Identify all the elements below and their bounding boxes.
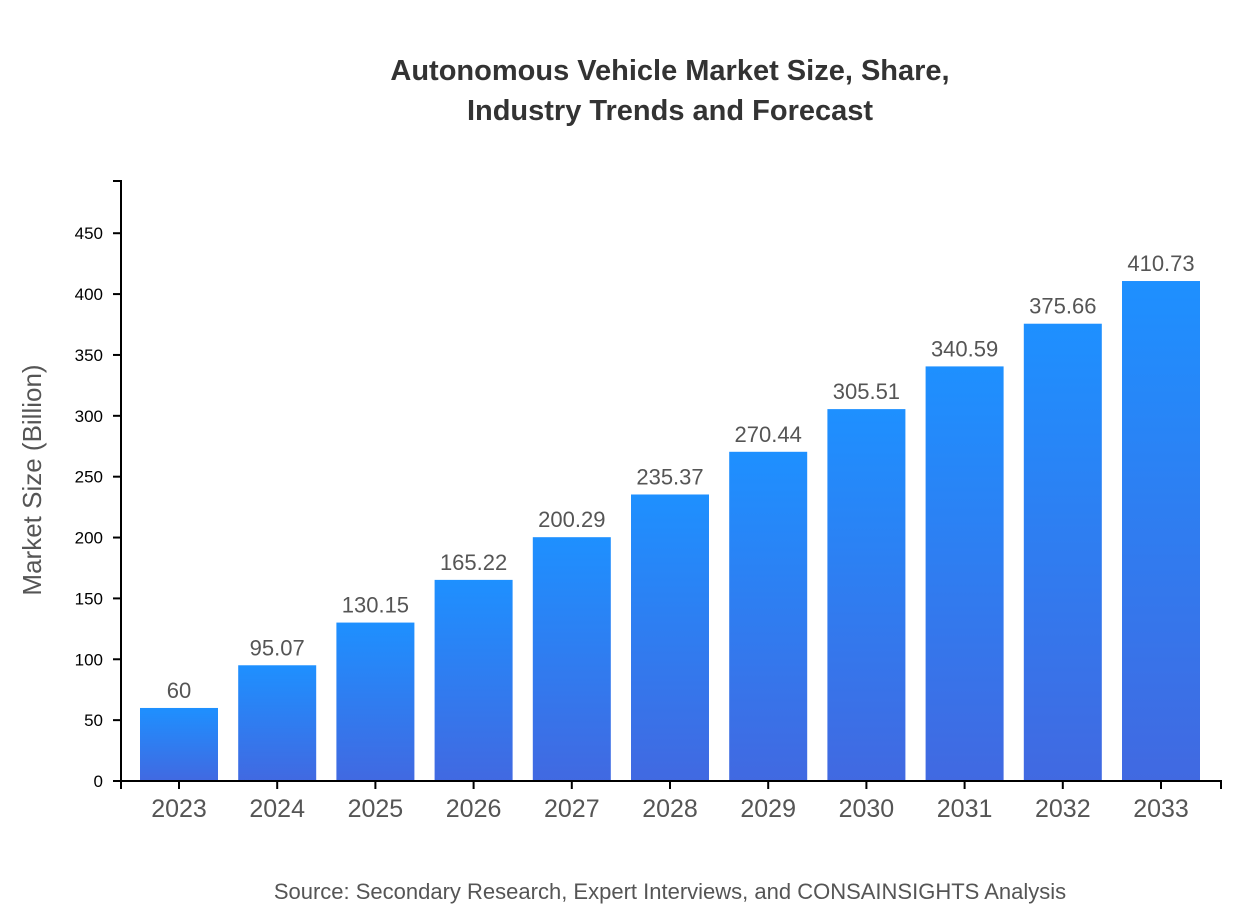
y-axis-label: Market Size (Billion)	[17, 364, 47, 595]
x-axis	[120, 780, 1222, 789]
bar-2028	[631, 494, 709, 781]
y-tick-label: 400	[75, 285, 103, 304]
x-tick-label: 2030	[839, 795, 895, 823]
y-tick-label: 150	[75, 589, 103, 608]
source-note: Source: Secondary Research, Expert Inter…	[274, 879, 1066, 904]
bar-2027	[532, 537, 611, 781]
x-tick-label: 2031	[937, 795, 993, 823]
data-label-2029: 270.44	[735, 422, 802, 447]
y-tick-label: 200	[75, 529, 103, 548]
bar-2025	[336, 622, 415, 781]
data-label-2023: 60	[167, 678, 191, 703]
y-tick-label: 250	[75, 468, 103, 487]
chart-title-line-1: Autonomous Vehicle Market Size, Share,	[390, 55, 949, 87]
y-tick-label: 0	[94, 772, 103, 791]
bar-2032	[1023, 323, 1102, 781]
y-tick-label: 450	[75, 224, 103, 243]
data-label-2032: 375.66	[1029, 294, 1096, 319]
x-tick-label: 2024	[249, 795, 305, 823]
y-tick-label: 100	[75, 650, 103, 669]
x-tick-label: 2023	[151, 795, 207, 823]
data-label-2025: 130.15	[342, 593, 409, 618]
data-label-2033: 410.73	[1127, 251, 1194, 276]
bar-2031	[925, 366, 1004, 781]
y-tick-label: 350	[75, 346, 103, 365]
data-label-2028: 235.37	[636, 464, 703, 489]
data-label-2024: 95.07	[250, 635, 305, 660]
x-tick-label: 2029	[740, 795, 796, 823]
y-axis	[113, 180, 122, 782]
data-label-2027: 200.29	[538, 507, 605, 532]
y-tick-label: 50	[84, 711, 103, 730]
x-tick-label: 2033	[1133, 795, 1189, 823]
y-tick-label: 300	[75, 407, 103, 426]
data-label-2031: 340.59	[931, 336, 998, 361]
bar-2026	[434, 579, 513, 781]
bar-2024	[238, 665, 317, 781]
x-tick-label: 2028	[642, 795, 698, 823]
data-label-2026: 165.22	[440, 550, 507, 575]
data-label-2030: 305.51	[833, 379, 900, 404]
bar-2023	[140, 707, 218, 781]
bar-2029	[729, 451, 808, 781]
x-tick-label: 2026	[446, 795, 502, 823]
x-tick-label: 2025	[348, 795, 404, 823]
x-tick-label: 2027	[544, 795, 600, 823]
x-tick-label: 2032	[1035, 795, 1091, 823]
chart-title-line-2: Industry Trends and Forecast	[467, 95, 873, 127]
bar-2033	[1122, 281, 1200, 781]
bar-2030	[827, 409, 906, 781]
